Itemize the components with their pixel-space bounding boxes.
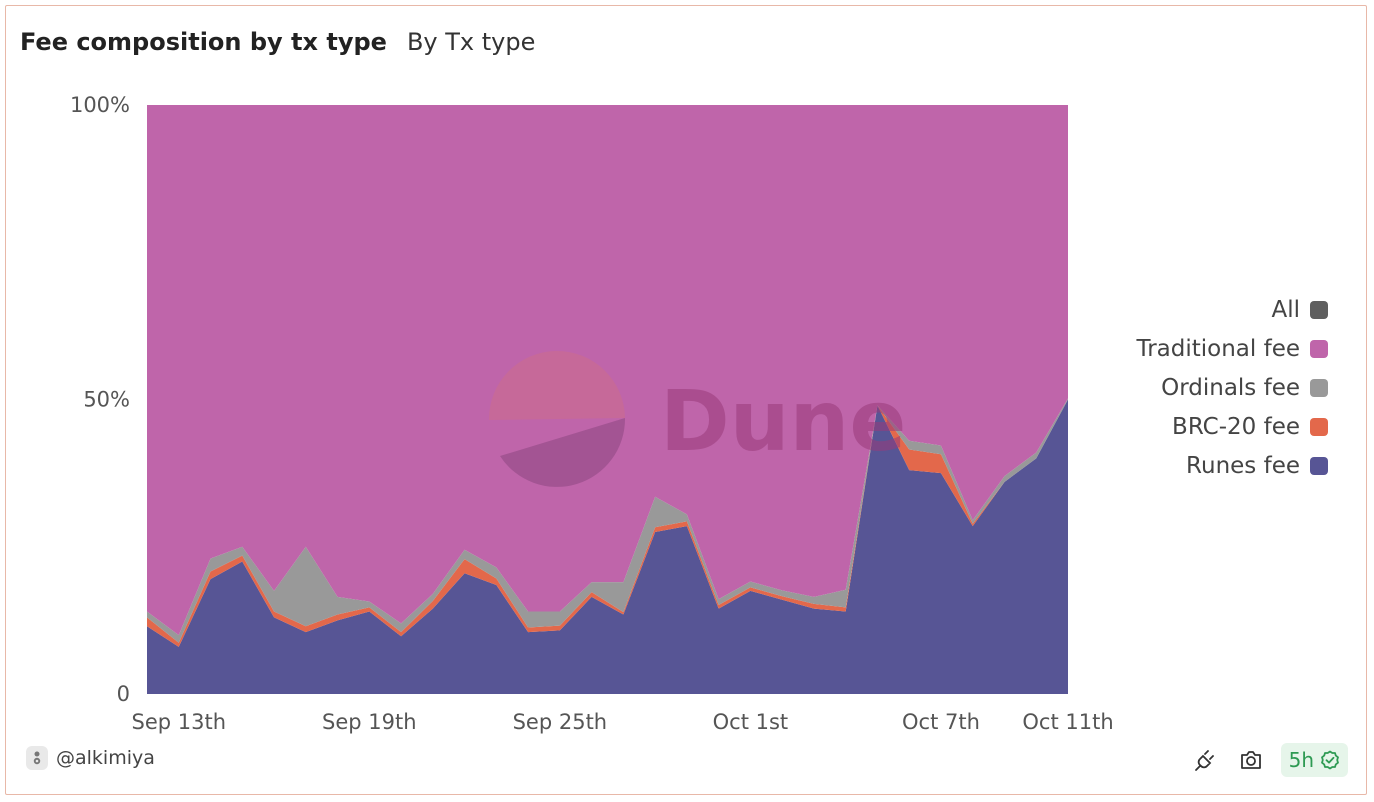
legend-swatch	[1310, 457, 1328, 475]
check-circle-icon	[1321, 750, 1339, 770]
legend-item-brc20-fee[interactable]: BRC-20 fee	[1172, 413, 1328, 441]
legend-swatch	[1310, 379, 1328, 397]
legend-label: Runes fee	[1186, 453, 1300, 479]
legend-label: All	[1271, 297, 1300, 323]
chart-title: Fee composition by tx type	[20, 28, 387, 56]
author-name: @alkimiya	[56, 747, 155, 769]
legend-swatch	[1310, 301, 1328, 319]
camera-icon[interactable]	[1235, 744, 1267, 776]
area-runes-fee[interactable]	[147, 399, 1068, 695]
avatar-icon	[26, 746, 48, 770]
legend-label: Ordinals fee	[1161, 375, 1300, 401]
x-tick-label: Sep 19th	[322, 710, 417, 734]
chart-header: Fee composition by tx type By Tx type	[20, 28, 535, 56]
chart-legend: All Traditional fee Ordinals fee BRC-20 …	[1137, 296, 1328, 480]
legend-item-runes-fee[interactable]: Runes fee	[1186, 452, 1328, 480]
watermark-logo-bottom	[500, 418, 626, 487]
chart-actions: 5h	[1189, 743, 1348, 777]
x-tick-label: Oct 11th	[1022, 710, 1113, 734]
legend-swatch	[1310, 418, 1328, 436]
freshness-badge[interactable]: 5h	[1280, 743, 1348, 777]
chart-subtitle: By Tx type	[406, 28, 536, 56]
x-tick-label: Sep 25th	[513, 710, 608, 734]
legend-swatch	[1310, 340, 1328, 358]
area-ordinals-fee[interactable]	[147, 398, 1068, 643]
y-tick-label: 50%	[83, 388, 130, 412]
x-tick-label: Sep 13th	[131, 710, 226, 734]
legend-item-all[interactable]: All	[1271, 296, 1328, 324]
watermark-logo-top	[488, 350, 625, 420]
legend-item-traditional-fee[interactable]: Traditional fee	[1137, 335, 1328, 363]
legend-item-ordinals-fee[interactable]: Ordinals fee	[1161, 374, 1328, 402]
legend-label: Traditional fee	[1136, 336, 1300, 362]
dune-watermark	[488, 350, 626, 487]
x-tick-label: Oct 7th	[902, 710, 980, 734]
y-tick-label: 0	[117, 682, 130, 706]
freshness-label: 5h	[1288, 748, 1314, 772]
x-tick-label: Oct 1st	[713, 710, 789, 734]
area-traditional-fee[interactable]	[147, 105, 1068, 636]
legend-label: BRC-20 fee	[1172, 414, 1300, 440]
watermark-text: Dune	[660, 372, 906, 470]
y-tick-label: 100%	[70, 93, 130, 117]
plug-refresh-icon[interactable]	[1189, 744, 1221, 776]
author-link[interactable]: @alkimiya	[26, 746, 155, 770]
